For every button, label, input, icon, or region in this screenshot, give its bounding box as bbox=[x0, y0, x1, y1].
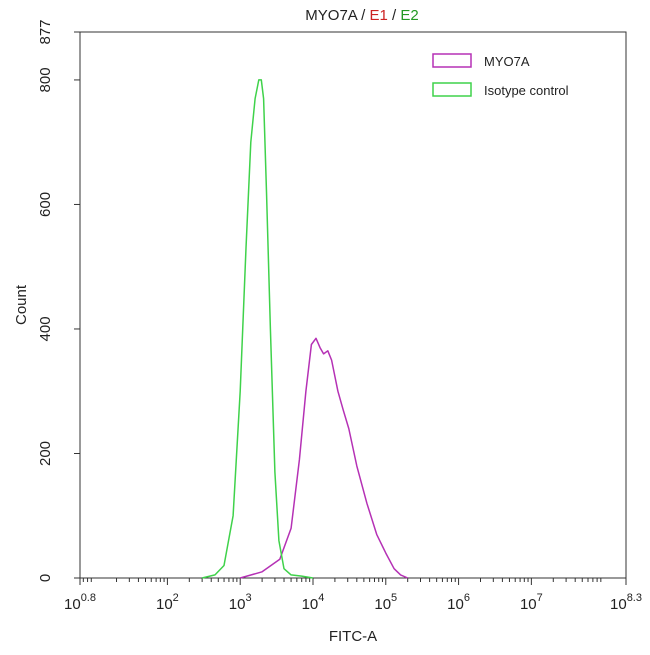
x-tick-exponent: 2 bbox=[173, 592, 179, 604]
title-part-myo7a: MYO7A bbox=[305, 7, 358, 24]
x-tick-exponent: 8.3 bbox=[627, 592, 642, 604]
y-tick-label: 600 bbox=[37, 192, 54, 217]
y-axis-label: Count bbox=[13, 284, 30, 325]
x-tick-exponent: 3 bbox=[245, 592, 251, 604]
y-tick-label: 0 bbox=[37, 574, 54, 582]
x-tick-label: 107 bbox=[520, 592, 543, 613]
title-part-e2: E2 bbox=[400, 7, 418, 24]
legend-label-isotype-control: Isotype control bbox=[484, 83, 569, 98]
title-part-e1: E1 bbox=[369, 7, 387, 24]
x-tick-exponent: 0.8 bbox=[81, 592, 96, 604]
title-sep-2: / bbox=[388, 7, 401, 24]
x-tick-label: 105 bbox=[374, 592, 397, 613]
x-tick-label: 102 bbox=[156, 592, 179, 613]
series-line-myo7a bbox=[239, 337, 409, 579]
series-line-isotype-control bbox=[201, 79, 314, 579]
y-tick-label: 400 bbox=[37, 316, 54, 341]
x-tick-base: 10 bbox=[156, 596, 173, 613]
x-tick-label: 104 bbox=[302, 592, 325, 613]
y-tick-label: 800 bbox=[37, 67, 54, 92]
x-tick-base: 10 bbox=[610, 596, 627, 613]
legend-swatch-myo7a bbox=[432, 53, 472, 68]
y-axis: 0 200 400 600 800 877 bbox=[37, 19, 80, 582]
y-tick-label: 200 bbox=[37, 441, 54, 466]
x-tick-exponent: 6 bbox=[464, 592, 470, 604]
legend: MYO7A Isotype control bbox=[432, 53, 569, 98]
legend-swatch-isotype-control bbox=[432, 82, 472, 97]
title-sep-1: / bbox=[357, 7, 370, 24]
x-tick-label: 108.3 bbox=[610, 592, 642, 613]
x-tick-exponent: 4 bbox=[318, 592, 324, 604]
plot-frame bbox=[79, 31, 627, 579]
x-tick-label: 100.8 bbox=[64, 592, 96, 613]
x-tick-base: 10 bbox=[64, 596, 81, 613]
x-tick-exponent: 7 bbox=[537, 592, 543, 604]
x-tick-base: 10 bbox=[520, 596, 537, 613]
x-tick-base: 10 bbox=[302, 596, 319, 613]
x-tick-base: 10 bbox=[374, 596, 391, 613]
x-tick-label: 103 bbox=[229, 592, 252, 613]
x-tick-base: 10 bbox=[447, 596, 464, 613]
legend-label-myo7a: MYO7A bbox=[484, 54, 530, 69]
x-tick-exponent: 5 bbox=[391, 592, 397, 604]
y-tick-label: 877 bbox=[37, 19, 54, 44]
series-layer bbox=[201, 79, 409, 579]
x-axis-label: FITC-A bbox=[329, 628, 377, 645]
chart-title: MYO7A / E1 / E2 bbox=[305, 7, 418, 24]
x-axis: 100.8 102 103 104 105 106 107 108.3 bbox=[64, 578, 642, 613]
x-tick-base: 10 bbox=[229, 596, 246, 613]
x-tick-label: 106 bbox=[447, 592, 470, 613]
